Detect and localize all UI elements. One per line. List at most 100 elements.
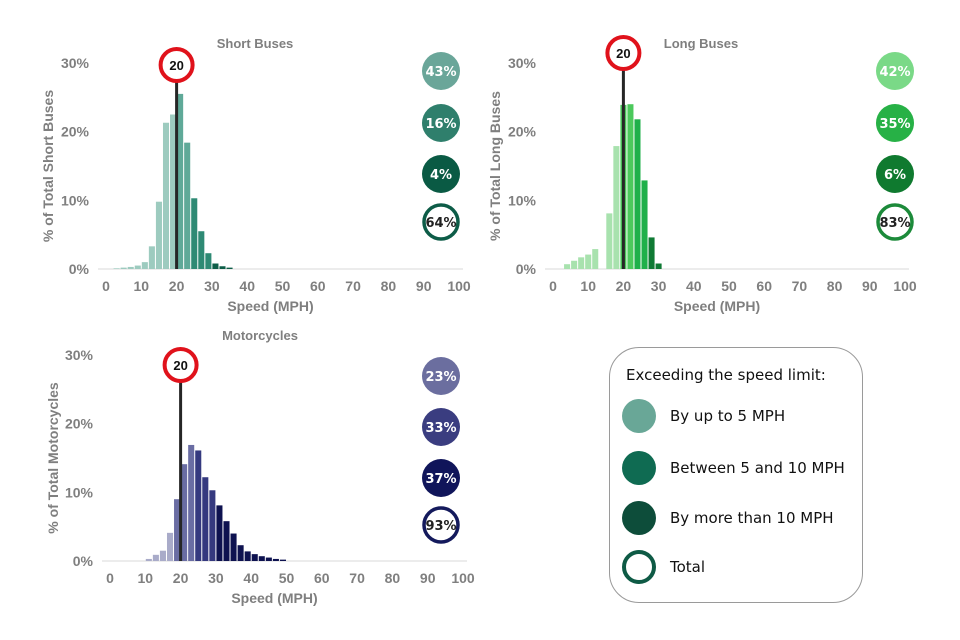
x-tick-label: 20 <box>169 278 185 294</box>
legend-item-over-10: By more than 10 MPH <box>622 498 834 538</box>
bar <box>181 464 188 561</box>
percent-circle <box>422 357 460 395</box>
x-tick-label: 70 <box>792 278 808 294</box>
x-tick-label: 60 <box>756 278 772 294</box>
bar <box>148 246 155 269</box>
chart-title: Motorcycles <box>222 328 298 343</box>
percent-circle <box>422 104 460 142</box>
bar <box>265 557 272 561</box>
x-tick-label: 80 <box>381 278 397 294</box>
bar <box>641 180 648 269</box>
y-axis-label: % of Total Short Buses <box>40 90 56 242</box>
x-tick-label: 60 <box>314 570 330 586</box>
bar <box>578 257 585 269</box>
bar <box>152 554 159 561</box>
bar <box>251 554 258 561</box>
bar <box>230 533 237 561</box>
percent-label: 43% <box>425 65 456 80</box>
x-tick-label: 50 <box>721 278 737 294</box>
total-percent-label: 83% <box>879 216 910 231</box>
total-percent-circle <box>422 203 460 241</box>
bar <box>127 266 134 269</box>
chart-2: Motorcycles 0% 10% 20% 30% 0 10 20 30 40 50 60 70 80 9… <box>45 328 475 606</box>
x-tick-label: 70 <box>345 278 361 294</box>
total-percent-label: 93% <box>425 519 456 534</box>
bar <box>272 558 279 561</box>
bar <box>162 122 170 270</box>
percent-label: 33% <box>425 421 456 436</box>
speed-limit-label: 20 <box>173 358 187 373</box>
bar <box>195 450 202 561</box>
x-tick-label: 60 <box>310 278 326 294</box>
percent-label: 16% <box>425 117 456 132</box>
percent-circle <box>876 52 914 90</box>
bar <box>219 266 226 269</box>
x-tick-label: 80 <box>827 278 843 294</box>
legend-item-up-to-5: By up to 5 MPH <box>622 396 785 436</box>
legend-label: By more than 10 MPH <box>670 509 834 527</box>
bar <box>223 521 230 561</box>
x-tick-label: 50 <box>279 570 295 586</box>
chart-0: Short Buses 0% 10% 20% 30% 0 10 20 30 40 50 60 70 80 9… <box>40 36 471 314</box>
y-tick-label: 30% <box>508 55 537 71</box>
percent-label: 37% <box>425 472 456 487</box>
x-axis-label: Speed (MPH) <box>231 590 317 606</box>
chart-title: Long Buses <box>664 36 738 51</box>
bar <box>166 532 174 561</box>
bar <box>613 146 620 269</box>
x-tick-label: 10 <box>138 570 154 586</box>
y-tick-label: 20% <box>508 124 537 140</box>
bar <box>279 559 286 561</box>
legend-swatch-5-to-10 <box>622 451 656 485</box>
bar <box>188 444 195 561</box>
x-tick-label: 90 <box>420 570 436 586</box>
total-percent-circle <box>876 203 914 241</box>
speed-limit-sign <box>158 47 195 83</box>
bar <box>564 264 571 269</box>
bar <box>155 201 162 269</box>
bar <box>205 253 212 269</box>
x-axis-label: Speed (MPH) <box>227 298 313 314</box>
percent-circle <box>422 155 460 193</box>
x-tick-label: 40 <box>239 278 255 294</box>
x-tick-label: 90 <box>862 278 878 294</box>
x-tick-label: 10 <box>580 278 596 294</box>
bar <box>170 114 177 269</box>
bar <box>191 198 198 269</box>
y-tick-label: 20% <box>65 416 94 432</box>
y-tick-label: 10% <box>61 192 90 208</box>
bar <box>634 119 641 269</box>
y-tick-label: 0% <box>516 261 537 277</box>
bar <box>209 490 216 561</box>
percent-circle <box>422 459 460 497</box>
x-tick-label: 100 <box>447 278 471 294</box>
y-tick-label: 0% <box>73 553 94 569</box>
bar <box>120 267 127 269</box>
x-tick-label: 0 <box>549 278 557 294</box>
speed-limit-label: 20 <box>169 58 183 73</box>
legend-label: Total <box>670 558 706 576</box>
bar <box>134 265 141 269</box>
legend-title: Exceeding the speed limit: <box>626 366 826 384</box>
percent-circle <box>422 52 460 90</box>
x-tick-label: 40 <box>243 570 259 586</box>
percent-label: 6% <box>884 168 906 183</box>
y-tick-label: 30% <box>65 347 94 363</box>
percent-label: 23% <box>425 370 456 385</box>
bar <box>226 267 233 269</box>
x-tick-label: 90 <box>416 278 432 294</box>
total-percent-circle <box>422 506 460 544</box>
x-tick-label: 80 <box>385 570 401 586</box>
y-tick-label: 20% <box>61 124 90 140</box>
x-tick-label: 10 <box>134 278 150 294</box>
bar <box>585 254 592 269</box>
x-tick-label: 50 <box>275 278 291 294</box>
x-tick-label: 0 <box>102 278 110 294</box>
percent-label: 4% <box>430 168 452 183</box>
bar <box>648 237 655 269</box>
x-tick-label: 40 <box>686 278 702 294</box>
legend-item-5-to-10: Between 5 and 10 MPH <box>622 448 845 488</box>
percent-label: 35% <box>879 117 910 132</box>
percent-label: 42% <box>879 65 910 80</box>
bar <box>627 104 634 269</box>
